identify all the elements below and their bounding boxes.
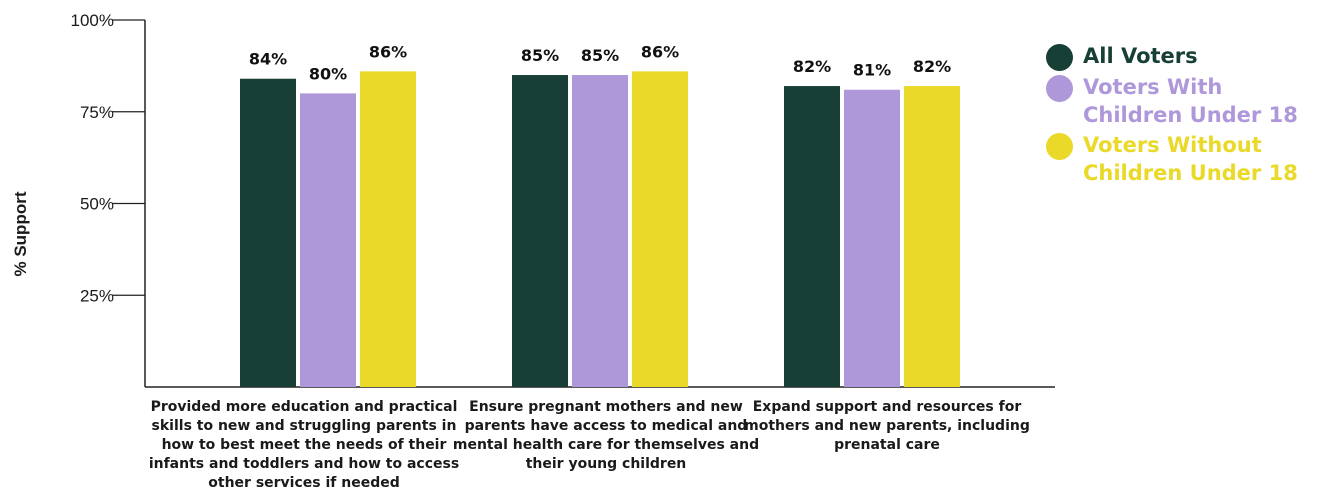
data-label-1-series-2: 80% bbox=[309, 64, 347, 83]
category-label-2: Ensure pregnant mothers and new parents … bbox=[452, 399, 760, 472]
bar-3-series-2 bbox=[844, 89, 900, 387]
bar-1-series-3 bbox=[360, 71, 416, 387]
y-tick-label: 100% bbox=[71, 11, 114, 30]
data-label-2-series-2: 85% bbox=[581, 46, 619, 65]
legend-swatch-without-children bbox=[1046, 133, 1073, 160]
legend: All Voters Voters With Children Under 18… bbox=[1046, 42, 1323, 189]
data-label-3-series-3: 82% bbox=[913, 57, 951, 76]
data-label-1-series-1: 84% bbox=[249, 50, 287, 69]
y-tick-label: 50% bbox=[80, 195, 114, 214]
legend-item-with-children: Voters With Children Under 18 bbox=[1046, 73, 1323, 129]
bar-2-series-3 bbox=[632, 71, 688, 387]
category-label-3: Expand support and resources for mothers… bbox=[744, 399, 1030, 453]
data-label-2-series-1: 85% bbox=[521, 46, 559, 65]
bar-3-series-3 bbox=[904, 86, 960, 387]
legend-label-with-children: Voters With Children Under 18 bbox=[1083, 75, 1298, 127]
bar-3-series-1 bbox=[784, 86, 840, 387]
data-label-3-series-1: 82% bbox=[793, 57, 831, 76]
bar-1-series-2 bbox=[300, 93, 356, 388]
legend-label-without-children: Voters Without Children Under 18 bbox=[1083, 133, 1298, 185]
y-tick-label: 25% bbox=[80, 286, 114, 305]
legend-swatch-all-voters bbox=[1046, 44, 1073, 71]
bar-2-series-2 bbox=[572, 75, 628, 388]
bar-2-series-1 bbox=[512, 75, 568, 388]
legend-item-without-children: Voters Without Children Under 18 bbox=[1046, 131, 1323, 187]
legend-label-all-voters: All Voters bbox=[1083, 44, 1198, 68]
data-label-2-series-3: 86% bbox=[641, 42, 679, 61]
data-label-1-series-3: 86% bbox=[369, 42, 407, 61]
y-axis-label: % Support bbox=[11, 191, 30, 276]
bar-1-series-1 bbox=[240, 78, 296, 387]
legend-item-all-voters: All Voters bbox=[1046, 42, 1323, 71]
category-label-1: Provided more education and practical sk… bbox=[148, 399, 460, 491]
data-label-3-series-2: 81% bbox=[853, 61, 891, 80]
y-tick-label: 75% bbox=[80, 103, 114, 122]
legend-swatch-with-children bbox=[1046, 75, 1073, 102]
